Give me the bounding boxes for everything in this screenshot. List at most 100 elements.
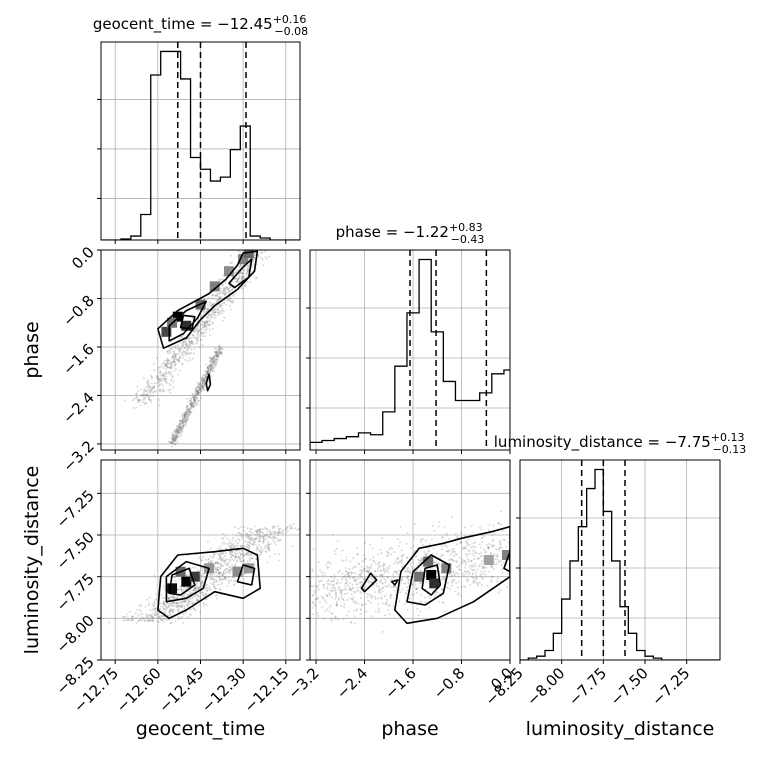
sample-point <box>200 574 203 577</box>
sample-point <box>290 527 293 530</box>
sample-point <box>142 391 145 394</box>
sample-point <box>179 423 182 426</box>
sample-point <box>163 602 166 605</box>
sample-point <box>181 605 184 608</box>
sample-point <box>330 587 333 590</box>
sample-point <box>347 610 350 613</box>
sample-point <box>177 435 180 438</box>
sample-point <box>163 588 166 591</box>
sample-point <box>405 592 408 595</box>
sample-point <box>254 277 257 280</box>
sample-point <box>217 553 220 556</box>
sample-point <box>246 264 249 267</box>
sample-point <box>440 588 443 591</box>
sample-point <box>178 361 181 364</box>
sample-point <box>262 537 265 540</box>
sample-point <box>240 560 243 563</box>
sample-point <box>174 363 177 366</box>
sample-point <box>213 350 216 353</box>
sample-point <box>167 362 170 365</box>
sample-point <box>218 552 221 555</box>
sample-point <box>210 576 213 579</box>
sample-point <box>386 598 389 601</box>
sample-point <box>406 585 409 588</box>
sample-point <box>316 612 319 615</box>
sample-point <box>181 354 184 357</box>
sample-point <box>206 371 209 374</box>
sample-point <box>448 537 451 540</box>
sample-point <box>205 308 208 311</box>
sample-point <box>225 567 228 570</box>
sample-point <box>345 582 348 585</box>
sample-point <box>175 428 178 431</box>
sample-point <box>177 348 180 351</box>
sample-point <box>189 410 192 413</box>
sample-point <box>200 377 203 380</box>
sample-point <box>289 572 291 574</box>
sample-point <box>246 552 249 555</box>
sample-point <box>231 280 234 283</box>
sample-point <box>361 560 364 563</box>
sample-point <box>268 536 271 539</box>
sample-point <box>499 541 502 544</box>
sample-point <box>217 354 220 357</box>
sample-point <box>491 564 494 567</box>
sample-point <box>184 413 187 416</box>
sample-point <box>351 586 354 589</box>
sample-point <box>189 403 192 406</box>
sample-point <box>217 350 220 353</box>
sample-point <box>165 362 168 365</box>
sample-point <box>210 364 213 367</box>
sample-point <box>200 332 203 335</box>
sample-point <box>162 389 165 392</box>
sample-point <box>205 320 208 323</box>
sample-point <box>397 569 400 572</box>
sample-point <box>172 360 175 363</box>
sample-point <box>246 533 249 536</box>
sample-point <box>230 288 233 291</box>
sample-point <box>481 565 484 568</box>
sample-point <box>176 424 179 427</box>
sample-point <box>332 617 335 620</box>
sample-point <box>474 565 477 568</box>
sample-point <box>278 552 281 555</box>
sample-point <box>481 577 484 580</box>
sample-point <box>219 346 222 349</box>
sample-point <box>169 441 172 444</box>
sample-point <box>168 372 171 375</box>
sample-point <box>396 558 399 561</box>
sample-point <box>184 419 187 422</box>
sample-point <box>194 390 197 393</box>
sample-point <box>153 385 156 388</box>
sample-point <box>189 410 192 413</box>
sample-point <box>189 402 192 405</box>
sample-point <box>204 331 207 334</box>
sample-point <box>177 426 180 429</box>
sample-point <box>151 385 154 388</box>
sample-point <box>236 280 239 283</box>
sample-point <box>329 580 332 583</box>
sample-point <box>260 531 263 534</box>
sample-point <box>185 351 188 354</box>
sample-point <box>241 534 244 537</box>
sample-point <box>149 389 152 392</box>
sample-point <box>247 551 250 554</box>
sample-point <box>347 574 350 577</box>
sample-point <box>449 553 452 556</box>
sample-point <box>228 551 231 554</box>
sample-point <box>200 313 203 316</box>
sample-point <box>258 537 261 540</box>
sample-point <box>131 619 134 622</box>
sample-point <box>176 597 179 600</box>
sample-point <box>209 365 212 368</box>
sample-point <box>261 531 264 534</box>
sample-point <box>338 586 341 589</box>
sample-point <box>379 581 382 584</box>
sample-point <box>144 395 147 398</box>
sample-point <box>205 328 208 331</box>
sample-point <box>389 546 392 549</box>
sample-point <box>415 588 418 591</box>
sample-point <box>138 618 141 621</box>
sample-point <box>367 571 370 574</box>
sample-point <box>192 588 195 591</box>
